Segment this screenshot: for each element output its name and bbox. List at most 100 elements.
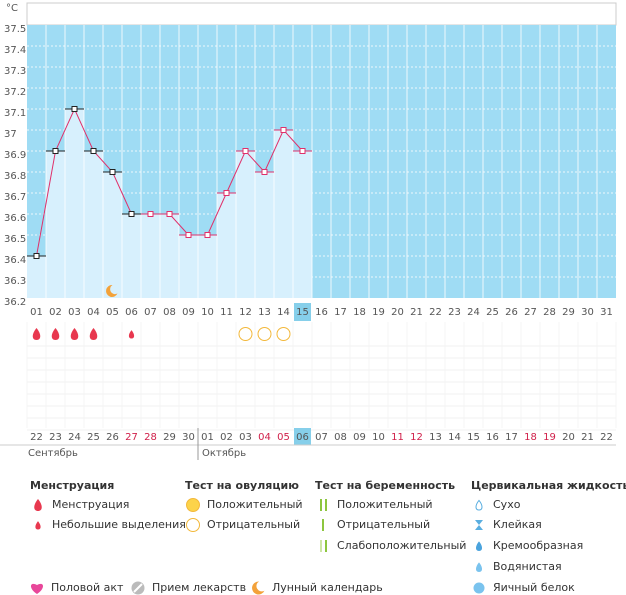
calendar-date: 24 (68, 432, 81, 443)
y-tick-label: 36.5 (4, 234, 26, 245)
x-tick-label: 17 (334, 307, 347, 318)
legend-item: Менструация (52, 498, 129, 511)
calendar-date: 12 (410, 432, 423, 443)
moon-legend-icon (252, 581, 265, 595)
calendar-date: 27 (125, 432, 138, 443)
legend-item: Отрицательный (207, 518, 300, 531)
calendar-date: 21 (581, 432, 594, 443)
legend-icon (325, 499, 327, 511)
legend-icon (473, 582, 485, 594)
calendar-date: 05 (277, 432, 290, 443)
marker (147, 211, 154, 217)
x-tick-label: 18 (353, 307, 366, 318)
calendar-date: 07 (315, 432, 328, 443)
menstruation-icon (51, 328, 60, 340)
y-tick-label: 36.8 (4, 171, 26, 182)
x-tick-label: 04 (87, 307, 100, 318)
x-tick-label: 10 (201, 307, 214, 318)
legend-item: Половой акт (51, 581, 124, 594)
y-tick-label: 36.4 (4, 255, 26, 266)
legend-icon (34, 499, 42, 511)
x-tick-label: 20 (391, 307, 404, 318)
marker (185, 232, 192, 238)
legend-item: Сухо (493, 498, 521, 511)
legend-item: Положительный (207, 498, 303, 511)
bar (141, 214, 160, 298)
x-tick-label: 06 (125, 307, 138, 318)
heart-icon (30, 583, 44, 594)
marker (128, 211, 135, 217)
legend-heading: Тест на беременность (315, 479, 455, 492)
calendar-date: 14 (448, 432, 461, 443)
x-tick-label: 12 (239, 307, 252, 318)
calendar-date: 29 (163, 432, 176, 443)
current-day-box (294, 303, 311, 321)
x-tick-label: 05 (106, 307, 119, 318)
x-tick-label: 16 (315, 307, 328, 318)
marker (166, 211, 173, 217)
calendar-date: 13 (429, 432, 442, 443)
bar (103, 172, 122, 298)
legend-icon (186, 518, 200, 532)
legend-item: Небольшие выделения (52, 518, 186, 531)
month-label: Сентябрь (28, 448, 78, 459)
today-box (294, 428, 311, 445)
calendar-date: 19 (543, 432, 556, 443)
y-tick-label: 36.2 (4, 297, 26, 308)
x-tick-label: 23 (448, 307, 461, 318)
x-tick-label: 24 (467, 307, 480, 318)
ovulation-negative-icon (238, 327, 253, 341)
marker (90, 148, 97, 154)
x-tick-label: 08 (163, 307, 176, 318)
x-tick-label: 26 (505, 307, 518, 318)
calendar-date: 17 (505, 432, 518, 443)
calendar-date: 02 (220, 432, 233, 443)
calendar-date: 28 (144, 432, 157, 443)
calendar-date: 09 (353, 432, 366, 443)
calendar-date: 04 (258, 432, 271, 443)
legend-item: Прием лекарств (152, 581, 246, 594)
x-tick-label: 09 (182, 307, 195, 318)
marker (71, 106, 78, 112)
moon-icon (106, 284, 118, 297)
bar (84, 151, 103, 298)
bar (179, 235, 198, 298)
calendar-date: 03 (239, 432, 252, 443)
marker (242, 148, 249, 154)
legend-icon (320, 540, 322, 552)
bar (293, 151, 312, 298)
x-tick-label: 03 (68, 307, 81, 318)
legend-icon (186, 498, 200, 512)
bar (198, 235, 217, 298)
x-tick-label: 25 (486, 307, 499, 318)
legend-icon (475, 520, 483, 530)
y-tick-label: 37.3 (4, 66, 26, 77)
y-tick-label: 37.1 (4, 108, 26, 119)
spotting-icon (128, 330, 135, 339)
x-tick-label: 27 (524, 307, 537, 318)
ovulation-negative-icon (276, 327, 291, 341)
bar (65, 109, 84, 298)
x-tick-label: 15 (296, 307, 309, 318)
bar (236, 151, 255, 298)
y-tick-label: 36.3 (4, 276, 26, 287)
calendar-date: 10 (372, 432, 385, 443)
bar (255, 172, 274, 298)
legend-item: Водянистая (493, 560, 562, 573)
calendar-date: 15 (467, 432, 480, 443)
calendar-date: 23 (49, 432, 62, 443)
marker (299, 148, 306, 154)
calendar-date: 11 (391, 432, 404, 443)
legend-item: Слабоположительный (337, 539, 466, 552)
x-tick-label: 30 (581, 307, 594, 318)
y-tick-label: 36.7 (4, 192, 26, 203)
legend-icon (476, 562, 482, 572)
x-tick-label: 31 (600, 307, 613, 318)
y-axis-label: °C (6, 3, 18, 14)
legend-icon (475, 499, 483, 511)
marker (280, 127, 287, 133)
marker (109, 169, 116, 175)
legend-icon (35, 521, 41, 530)
x-tick-label: 21 (410, 307, 423, 318)
